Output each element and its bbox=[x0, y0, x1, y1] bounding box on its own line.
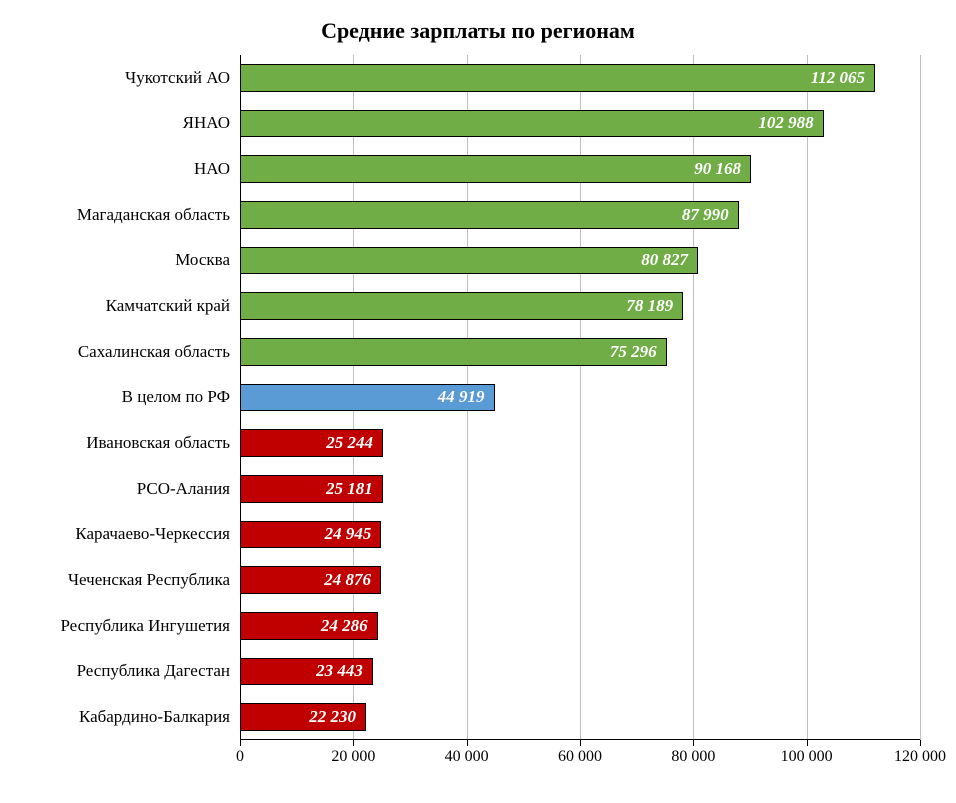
bar-value-label: 112 065 bbox=[811, 68, 865, 88]
y-axis-label: Чукотский АО bbox=[125, 68, 240, 88]
y-axis-label: Магаданская область bbox=[77, 205, 240, 225]
bar-row: НАО90 168 bbox=[240, 155, 920, 182]
x-tick-label: 20 000 bbox=[331, 748, 375, 766]
bar-row: РСО-Алания25 181 bbox=[240, 475, 920, 502]
y-axis-label: НАО bbox=[194, 159, 240, 179]
bar bbox=[240, 201, 739, 228]
x-tick-label: 0 bbox=[236, 748, 244, 766]
y-axis-label: РСО-Алания bbox=[137, 479, 240, 499]
x-tick bbox=[693, 740, 694, 746]
x-tick-label: 120 000 bbox=[894, 748, 946, 766]
x-tick bbox=[353, 740, 354, 746]
x-tick-label: 60 000 bbox=[558, 748, 602, 766]
bar bbox=[240, 338, 667, 365]
bar-row: Чеченская Республика24 876 bbox=[240, 566, 920, 593]
bar-value-label: 24 945 bbox=[325, 524, 372, 544]
gridline bbox=[920, 55, 921, 740]
bar-value-label: 44 919 bbox=[438, 387, 485, 407]
bar-row: Ивановская область25 244 bbox=[240, 429, 920, 456]
bar-row: Республика Дагестан23 443 bbox=[240, 658, 920, 685]
bar-row: Москва80 827 bbox=[240, 247, 920, 274]
bar-row: ЯНАО102 988 bbox=[240, 110, 920, 137]
x-tick-label: 100 000 bbox=[781, 748, 833, 766]
bar-value-label: 23 443 bbox=[316, 661, 363, 681]
bar-row: Магаданская область87 990 bbox=[240, 201, 920, 228]
bar-value-label: 78 189 bbox=[626, 296, 673, 316]
bar-value-label: 25 244 bbox=[326, 433, 373, 453]
bar-row: В целом по РФ44 919 bbox=[240, 384, 920, 411]
bar-value-label: 22 230 bbox=[309, 707, 356, 727]
bar-value-label: 80 827 bbox=[641, 250, 688, 270]
x-tick bbox=[920, 740, 921, 746]
x-tick bbox=[467, 740, 468, 746]
y-axis-label: Камчатский край bbox=[106, 296, 240, 316]
x-tick bbox=[807, 740, 808, 746]
bar-row: Сахалинская область75 296 bbox=[240, 338, 920, 365]
y-axis-label: Кабардино-Балкария bbox=[79, 707, 240, 727]
bar-value-label: 75 296 bbox=[610, 342, 657, 362]
x-tick-label: 40 000 bbox=[445, 748, 489, 766]
bar-row: Чукотский АО112 065 bbox=[240, 64, 920, 91]
bar-value-label: 102 988 bbox=[758, 113, 813, 133]
bar-row: Кабардино-Балкария22 230 bbox=[240, 703, 920, 730]
bar-row: Республика Ингушетия24 286 bbox=[240, 612, 920, 639]
bar bbox=[240, 64, 875, 91]
y-axis-label: ЯНАО bbox=[183, 113, 240, 133]
bar-row: Карачаево-Черкессия24 945 bbox=[240, 521, 920, 548]
bar-value-label: 87 990 bbox=[682, 205, 729, 225]
y-axis-label: Сахалинская область bbox=[78, 342, 240, 362]
bar-row: Камчатский край78 189 bbox=[240, 292, 920, 319]
chart-title: Средние зарплаты по регионам bbox=[0, 0, 956, 44]
bar-value-label: 24 876 bbox=[324, 570, 371, 590]
y-axis-label: В целом по РФ bbox=[122, 387, 240, 407]
bar-value-label: 90 168 bbox=[694, 159, 741, 179]
y-axis-label: Карачаево-Черкессия bbox=[75, 524, 240, 544]
y-axis-label: Москва bbox=[175, 250, 240, 270]
salary-by-region-chart: Средние зарплаты по регионам Чукотский А… bbox=[0, 0, 956, 803]
y-axis-line bbox=[240, 55, 241, 740]
bar bbox=[240, 247, 698, 274]
x-axis: 020 00040 00060 00080 000100 000120 000 bbox=[240, 739, 920, 740]
plot-area: Чукотский АО112 065 ЯНАО102 988 НАО90 168 М… bbox=[240, 55, 920, 740]
x-tick-label: 80 000 bbox=[671, 748, 715, 766]
bar bbox=[240, 155, 751, 182]
y-axis-label: Ивановская область bbox=[86, 433, 240, 453]
bar-value-label: 24 286 bbox=[321, 616, 368, 636]
x-tick bbox=[240, 740, 241, 746]
y-axis-label: Республика Дагестан bbox=[77, 661, 240, 681]
y-axis-label: Республика Ингушетия bbox=[60, 616, 240, 636]
x-tick bbox=[580, 740, 581, 746]
y-axis-label: Чеченская Республика bbox=[68, 570, 240, 590]
bar bbox=[240, 110, 824, 137]
bar-value-label: 25 181 bbox=[326, 479, 373, 499]
bar bbox=[240, 292, 683, 319]
